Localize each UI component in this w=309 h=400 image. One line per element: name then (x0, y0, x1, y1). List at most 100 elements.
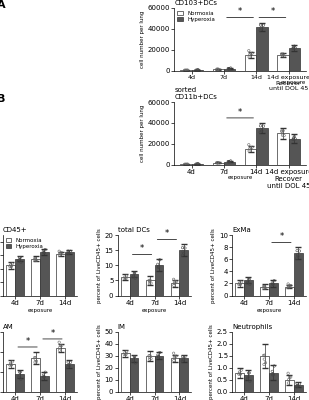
Text: *: * (50, 329, 55, 338)
Bar (15, 374, 24, 392)
Point (171, 282, 176, 288)
Point (280, 52, 285, 59)
Bar (192, 70, 203, 71)
Point (271, 281, 276, 288)
Point (174, 278, 179, 285)
Point (193, 161, 198, 167)
Point (247, 276, 252, 282)
Point (292, 43, 297, 49)
Point (248, 50, 253, 56)
Point (214, 160, 219, 166)
Point (287, 282, 292, 289)
Point (147, 352, 152, 359)
Point (180, 356, 185, 362)
X-axis label: exposure: exposure (256, 308, 281, 314)
Point (32, 359, 37, 365)
Point (281, 51, 286, 57)
Point (246, 276, 251, 282)
Point (258, 123, 263, 129)
Bar (245, 55, 256, 71)
Point (7, 263, 12, 270)
Point (124, 351, 129, 358)
Point (131, 273, 136, 279)
Point (246, 279, 251, 285)
Point (226, 159, 231, 165)
Point (132, 270, 137, 276)
Text: sorted
CD11b+DCs: sorted CD11b+DCs (174, 87, 217, 100)
Point (43, 369, 48, 376)
Bar (256, 128, 268, 165)
Point (34, 358, 39, 364)
Point (247, 52, 252, 58)
Point (193, 67, 198, 74)
Point (16, 374, 21, 380)
Point (228, 158, 233, 164)
Point (183, 67, 188, 73)
Point (41, 374, 46, 380)
Point (246, 370, 251, 376)
Point (17, 254, 22, 261)
Point (294, 248, 299, 254)
Point (17, 369, 22, 376)
Point (239, 367, 243, 374)
X-axis label: exposure: exposure (142, 308, 167, 314)
Point (238, 371, 243, 377)
Point (195, 67, 200, 73)
Point (34, 257, 39, 264)
Point (66, 362, 71, 368)
Point (57, 252, 62, 258)
Point (263, 360, 268, 366)
Bar (154, 266, 163, 296)
Point (133, 360, 138, 366)
Point (227, 159, 232, 165)
Point (67, 250, 72, 256)
Point (8, 360, 13, 366)
Point (261, 285, 266, 292)
Point (124, 275, 129, 282)
Point (155, 352, 160, 358)
Point (291, 135, 296, 141)
Point (216, 66, 221, 72)
Point (66, 250, 70, 257)
Point (272, 363, 277, 369)
Bar (213, 163, 224, 165)
Point (261, 352, 266, 359)
Point (260, 128, 265, 134)
Point (271, 372, 276, 378)
Bar (56, 348, 65, 392)
Point (238, 281, 243, 288)
Point (270, 370, 275, 377)
Point (8, 262, 13, 268)
Point (57, 347, 62, 354)
Point (172, 279, 177, 285)
Point (185, 67, 190, 73)
Bar (277, 55, 289, 71)
Bar (269, 284, 278, 296)
Point (290, 136, 295, 143)
Point (184, 161, 189, 168)
Text: *: * (279, 232, 284, 241)
Point (33, 255, 38, 262)
Point (270, 368, 275, 374)
Point (262, 352, 267, 358)
Point (215, 160, 220, 166)
Text: *: * (140, 244, 144, 253)
Point (238, 281, 243, 288)
Point (68, 248, 73, 254)
Point (247, 146, 252, 152)
Point (261, 22, 266, 28)
Point (270, 372, 275, 378)
Point (172, 355, 177, 361)
Point (286, 380, 291, 386)
Point (297, 248, 302, 254)
Point (182, 67, 187, 74)
Point (280, 132, 285, 138)
Point (286, 376, 291, 383)
Point (32, 256, 37, 262)
Y-axis label: percent of LiveCD45+ cells: percent of LiveCD45+ cells (97, 228, 102, 303)
Point (226, 66, 231, 72)
Point (172, 353, 177, 360)
Bar (6, 266, 15, 296)
Point (287, 374, 292, 380)
Point (286, 281, 290, 287)
